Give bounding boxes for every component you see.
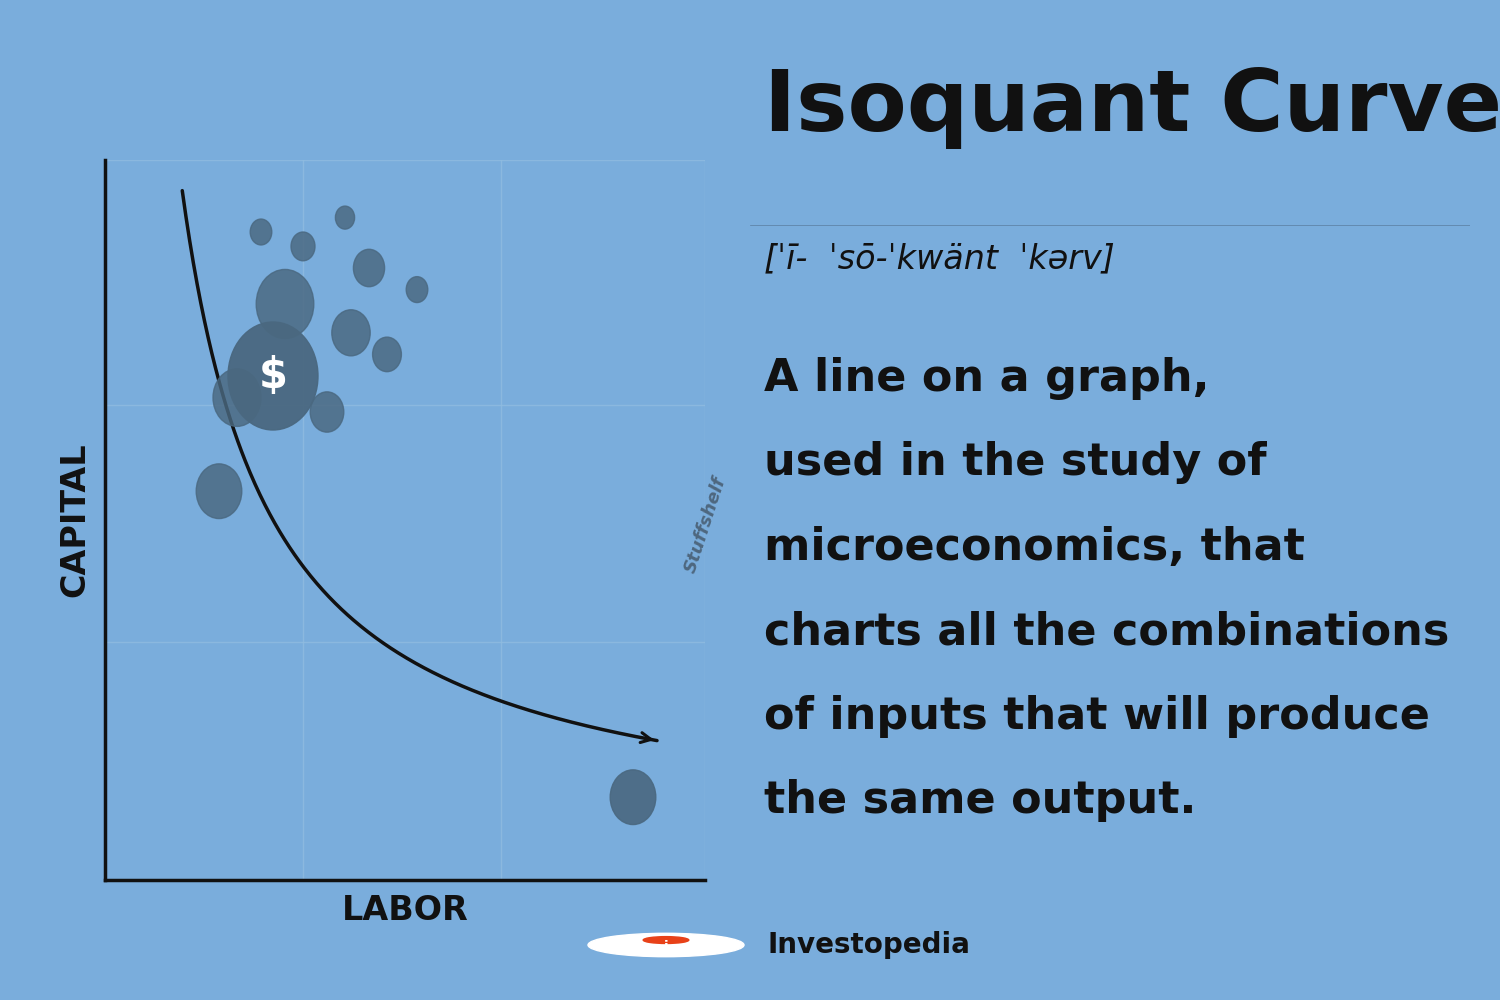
Circle shape (644, 937, 688, 943)
Circle shape (196, 464, 242, 519)
Text: Isoquant Curve: Isoquant Curve (765, 66, 1500, 149)
X-axis label: LABOR: LABOR (342, 894, 468, 927)
Text: [ˈī-  ˈsō-ˈkwänt  ˈkərv]: [ˈī- ˈsō-ˈkwänt ˈkərv] (765, 242, 1114, 275)
Circle shape (354, 249, 384, 287)
Circle shape (291, 232, 315, 261)
Text: microeconomics, that: microeconomics, that (765, 526, 1305, 569)
Circle shape (406, 277, 427, 303)
Circle shape (251, 219, 272, 245)
Text: $: $ (258, 355, 288, 397)
Text: of inputs that will produce: of inputs that will produce (765, 695, 1431, 738)
Text: i: i (663, 940, 669, 954)
Circle shape (336, 206, 354, 229)
Circle shape (332, 310, 370, 356)
Circle shape (588, 933, 744, 957)
Text: used in the study of: used in the study of (765, 441, 1268, 484)
Text: the same output.: the same output. (765, 779, 1197, 822)
Circle shape (213, 369, 261, 426)
Text: Stuffshelf: Stuffshelf (681, 475, 729, 575)
Circle shape (610, 770, 656, 825)
Circle shape (256, 269, 313, 339)
Text: Investopedia: Investopedia (768, 931, 970, 959)
Text: charts all the combinations: charts all the combinations (765, 610, 1450, 653)
Y-axis label: CAPITAL: CAPITAL (58, 443, 92, 597)
Circle shape (310, 392, 344, 432)
Circle shape (228, 322, 318, 430)
Text: A line on a graph,: A line on a graph, (765, 357, 1210, 400)
Circle shape (372, 337, 402, 372)
